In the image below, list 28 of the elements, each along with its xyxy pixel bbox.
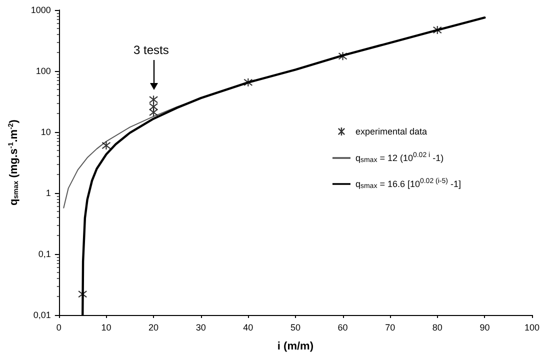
- x-tick-label: 70: [385, 322, 396, 332]
- x-tick-label: 90: [480, 322, 490, 332]
- point: [432, 25, 442, 35]
- y-tick-label: 1: [46, 188, 51, 198]
- point: [78, 290, 88, 299]
- annotation: 3 tests: [134, 43, 169, 58]
- x-tick-label: 40: [243, 322, 254, 332]
- point: [148, 102, 158, 112]
- point: [338, 52, 348, 61]
- y-tick-label: 1000: [30, 5, 51, 15]
- point: [148, 95, 158, 104]
- x-axis-title: i (m/m): [277, 340, 314, 352]
- x-tick-label: 10: [101, 322, 112, 332]
- x-tick-label: 20: [148, 322, 159, 332]
- x-tick-label: 30: [196, 322, 206, 332]
- x-tick-label: 80: [432, 322, 442, 332]
- x-tick-label: 60: [338, 322, 348, 332]
- x-tick-label: 50: [290, 322, 300, 332]
- y-tick-label: 0,1: [38, 249, 51, 259]
- y-tick-label: 10: [40, 127, 51, 137]
- point: [102, 140, 111, 150]
- legend-label: experimental data: [355, 126, 428, 136]
- y-tick-label: 100: [36, 66, 51, 76]
- y-tick-label: 0,01: [33, 310, 51, 320]
- x-tick-label: 100: [524, 322, 540, 332]
- point: [244, 78, 253, 87]
- point: [148, 108, 158, 117]
- x-tick-label: 0: [56, 322, 62, 332]
